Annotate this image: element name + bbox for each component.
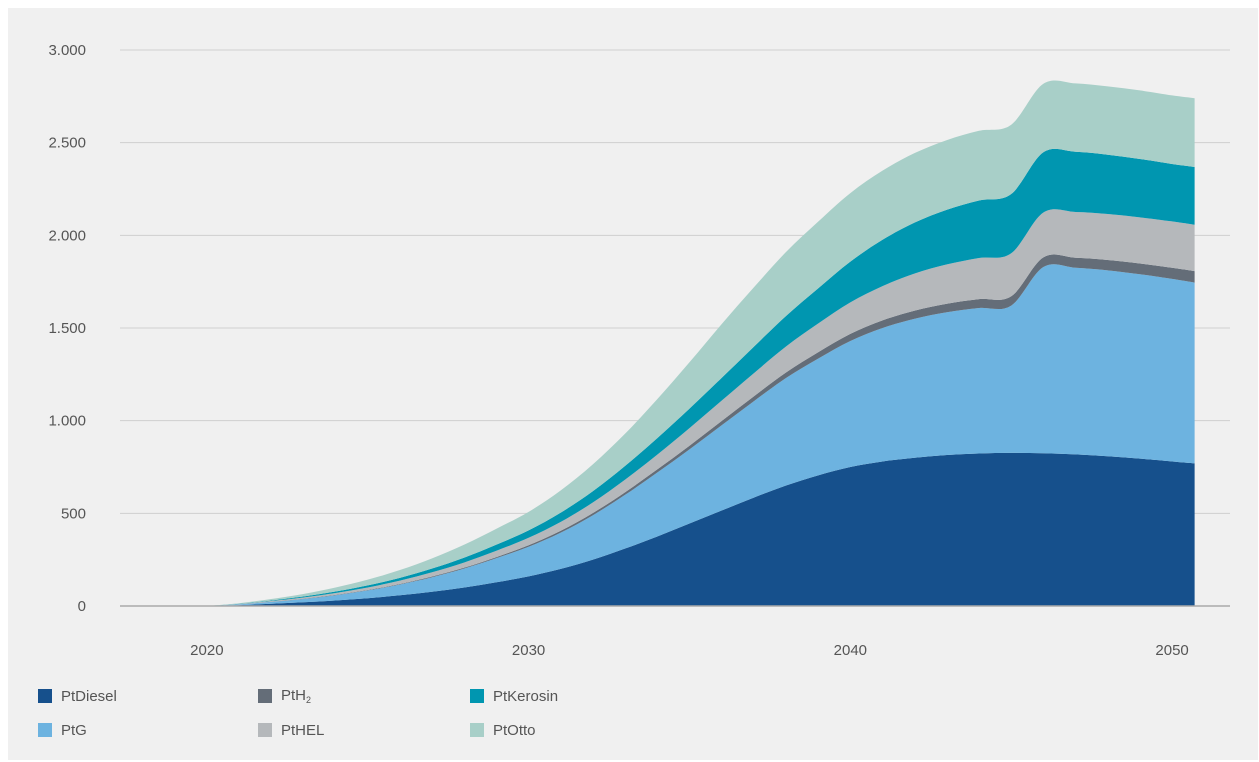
y-tick-label: 500 xyxy=(61,505,86,522)
legend-label: PtKerosin xyxy=(493,687,559,705)
legend-swatch xyxy=(38,723,52,737)
legend-item-ptotto: PtOtto xyxy=(470,718,536,742)
legend-label: PtDiesel xyxy=(61,687,117,705)
legend-swatch xyxy=(258,723,272,737)
legend-swatch xyxy=(38,689,52,703)
legend-label: PtH2 xyxy=(281,687,312,705)
legend-label: PtHEL xyxy=(281,721,325,739)
y-tick-label: 2.000 xyxy=(48,227,86,244)
legend-label: PtG xyxy=(61,721,87,739)
y-tick-label: 1.500 xyxy=(48,320,86,337)
legend-item-ptdiesel: PtDiesel xyxy=(38,684,117,708)
legend: PtDiesel PtH2 PtKerosin PtG PtHEL PtOtto xyxy=(38,684,738,754)
area-series xyxy=(206,80,1195,607)
area-ptkerosin xyxy=(206,148,1195,607)
legend-swatch xyxy=(258,689,272,703)
legend-label: PtOtto xyxy=(493,721,536,739)
chart-panel: 0 500 1.000 1.500 2.000 2.500 3.000 2020 2030 20… xyxy=(8,8,1258,760)
legend-item-pth2: PtH2 xyxy=(258,684,311,708)
x-tick-label: 2050 xyxy=(1155,642,1188,659)
x-tick-label: 2020 xyxy=(190,642,223,659)
y-tick-label: 3.000 xyxy=(48,42,86,59)
area-ptotto xyxy=(206,80,1195,606)
legend-swatch xyxy=(470,723,484,737)
legend-item-ptkerosin: PtKerosin xyxy=(470,684,558,708)
x-tick-label: 2040 xyxy=(834,642,867,659)
y-tick-label: 1.000 xyxy=(48,413,86,430)
y-axis-ticks: 0 500 1.000 1.500 2.000 2.500 3.000 xyxy=(48,42,86,615)
x-axis-ticks: 2020 2030 2040 2050 xyxy=(190,642,1189,659)
legend-swatch xyxy=(470,689,484,703)
area-pthel xyxy=(206,209,1195,606)
area-ptdiesel xyxy=(206,452,1195,606)
area-ptg xyxy=(206,264,1195,606)
legend-item-ptg: PtG xyxy=(38,718,87,742)
y-tick-label: 0 xyxy=(78,598,86,615)
x-tick-label: 2030 xyxy=(512,642,545,659)
legend-item-pthel: PtHEL xyxy=(258,718,324,742)
y-tick-label: 2.500 xyxy=(48,135,86,152)
